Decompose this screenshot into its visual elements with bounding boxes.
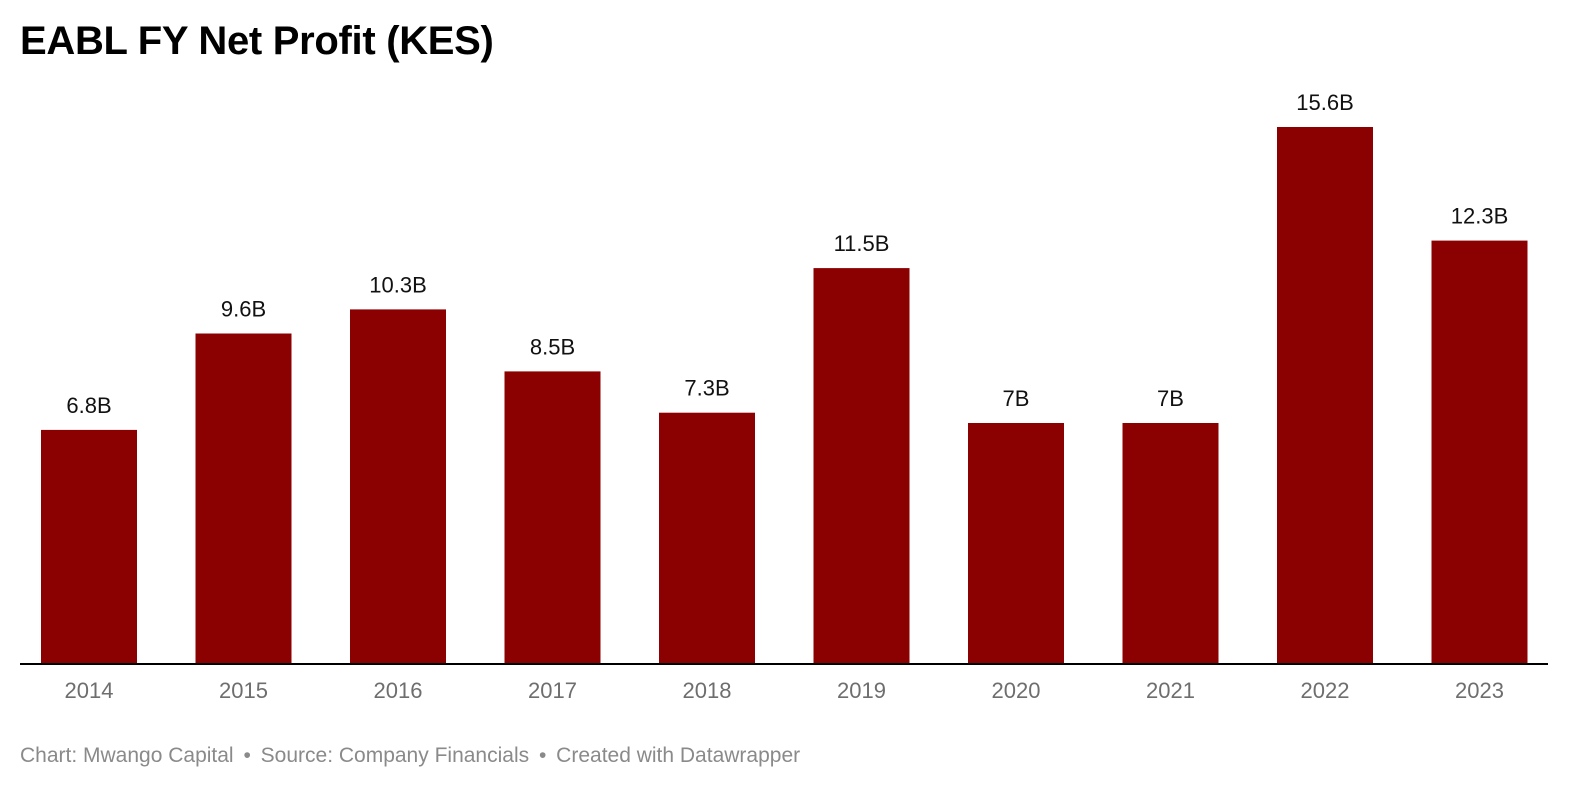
value-label-2020: 7B [1003,386,1030,411]
bar-2017 [504,371,601,664]
bar-2021 [1122,423,1219,664]
x-tick-label-2021: 2021 [1146,678,1195,703]
value-label-2015: 9.6B [221,297,266,322]
value-label-2021: 7B [1157,386,1184,411]
bar-2023 [1431,240,1528,664]
bars-group [41,127,1528,664]
value-label-2018: 7.3B [684,376,729,401]
created-with: Created with Datawrapper [556,744,801,767]
value-label-2019: 11.5B [834,231,890,256]
x-tick-label-2019: 2019 [837,678,886,703]
value-labels-group: 6.8B 9.6B 10.3B 8.5B 7.3B 11.5B 7B 7B 15.6B 12.3B [66,90,1508,418]
bar-2014 [41,429,137,664]
x-tick-label-2014: 2014 [65,678,114,703]
x-tick-label-2018: 2018 [683,678,732,703]
footer-separator: • [538,744,547,767]
value-label-2017: 8.5B [530,334,575,359]
value-label-2016: 10.3B [369,272,427,297]
bar-chart: 6.8B 9.6B 10.3B 8.5B 7.3B 11.5B 7B 7B 15.6B 12.3B… [20,90,1548,703]
value-label-2023: 12.3B [1451,204,1509,229]
bar-2022 [1277,127,1373,664]
x-tick-label-2023: 2023 [1455,678,1504,703]
chart-title: EABL FY Net Profit (KES) [20,19,494,63]
value-label-2022: 15.6B [1296,90,1354,115]
x-tick-label-2022: 2022 [1301,678,1350,703]
chart-footer: Chart: Mwango Capital • Source: Company … [20,744,800,768]
chart-credit: Chart: Mwango Capital [20,744,234,767]
x-tick-label-2020: 2020 [992,678,1041,703]
value-label-2014: 6.8B [66,393,111,418]
footer-separator: • [243,744,251,767]
bar-2019 [813,268,910,664]
bar-2015 [195,333,292,664]
bar-2016 [350,309,446,664]
x-tick-label-2015: 2015 [219,678,268,703]
x-tick-label-2016: 2016 [374,678,423,703]
chart-source: Source: Company Financials [260,744,530,767]
bar-2020 [968,423,1064,664]
x-tick-label-2017: 2017 [528,678,577,703]
x-axis-tick-labels: 2014 2015 2016 2017 2018 2019 2020 2021 2022 2023 [65,678,1504,703]
bar-2018 [659,412,755,664]
